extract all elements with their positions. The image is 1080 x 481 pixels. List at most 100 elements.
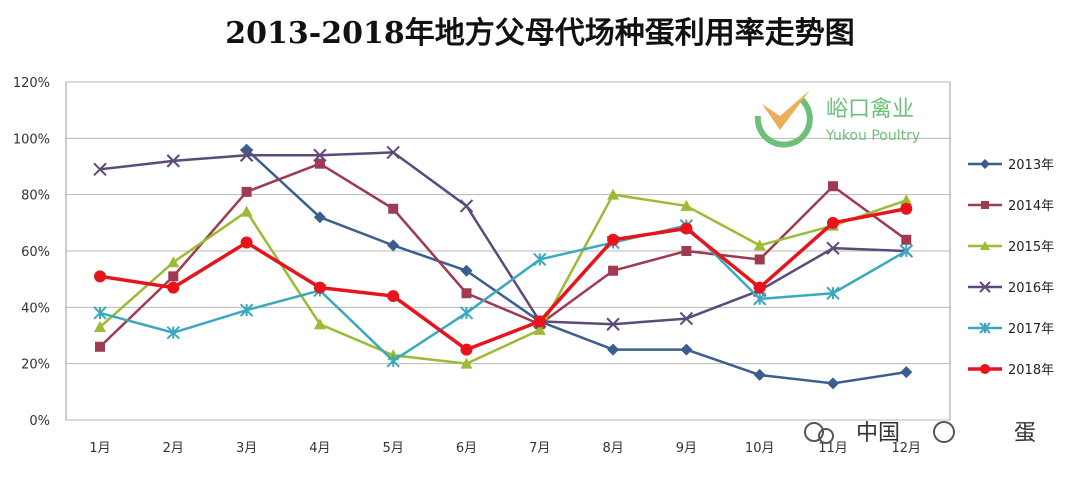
x-tick-label: 6月 — [456, 441, 477, 456]
data-point — [167, 256, 180, 268]
data-point — [459, 199, 474, 213]
footer-watermark-text-2: 蛋 — [1014, 421, 1036, 446]
data-point — [386, 145, 400, 160]
series-line — [99, 151, 907, 326]
egg-icon — [933, 421, 955, 443]
data-point — [313, 211, 326, 224]
y-tick-label: 80% — [21, 189, 50, 204]
x-tick-label: 7月 — [529, 441, 550, 456]
series-line — [99, 162, 908, 348]
data-point — [680, 222, 693, 235]
legend-label: 2017年 — [1008, 322, 1054, 337]
watermark-logo: 峪口禽业 Yukou Poultry — [754, 90, 920, 148]
y-tick-label: 0% — [29, 414, 50, 429]
legend: 2013年 2014年 2015年 2016年 2017年 2018年 — [968, 158, 1054, 378]
data-point — [94, 270, 106, 283]
legend-label: 2018年 — [1008, 363, 1054, 378]
legend-marker — [979, 281, 991, 293]
data-point — [461, 288, 472, 299]
data-point — [460, 264, 473, 277]
x-tick-label: 12月 — [892, 441, 922, 456]
x-tick-label: 1月 — [89, 441, 110, 456]
watermark-brand-name: 峪口禽业 — [826, 97, 914, 122]
data-point — [386, 354, 400, 368]
data-point — [460, 357, 473, 369]
legend-item: 2015年 — [968, 240, 1054, 255]
data-point — [679, 311, 694, 326]
x-tick-label: 9月 — [676, 441, 697, 456]
data-point — [607, 343, 620, 356]
x-tick-label: 3月 — [236, 441, 257, 456]
data-point — [826, 241, 840, 255]
data-point — [93, 306, 107, 320]
series-line — [99, 193, 907, 365]
data-point — [313, 281, 326, 294]
data-point — [166, 154, 181, 168]
y-axis: 0% 20% 40% 60% 80% 100% 120% — [13, 76, 50, 429]
legend-item: 2017年 — [968, 322, 1054, 337]
series-2018年 — [94, 202, 913, 356]
series-2014年 — [95, 158, 912, 352]
data-point — [681, 246, 692, 256]
data-point — [314, 158, 325, 169]
legend-marker — [980, 364, 990, 374]
wechat-icon — [804, 422, 824, 442]
data-point — [827, 377, 839, 390]
series-2017年 — [93, 218, 914, 368]
legend-marker — [980, 241, 990, 250]
data-point — [239, 303, 254, 317]
x-tick-label: 10月 — [745, 441, 775, 456]
data-point — [828, 181, 838, 192]
data-point — [388, 203, 399, 214]
y-tick-label: 100% — [13, 132, 50, 147]
y-tick-label: 40% — [21, 301, 50, 316]
series-line — [99, 224, 907, 363]
chart-title: 2013-2018年地方父母代场种蛋利用率走势图 — [225, 16, 855, 51]
data-point — [166, 325, 181, 340]
data-point — [826, 286, 840, 300]
series-2013年 — [240, 143, 913, 390]
data-point — [899, 244, 914, 258]
series-lines — [93, 143, 914, 390]
data-point — [533, 315, 546, 328]
legend-item: 2018年 — [968, 363, 1054, 378]
x-tick-label: 8月 — [602, 441, 623, 456]
legend-marker — [979, 322, 991, 334]
y-tick-label: 120% — [13, 76, 50, 91]
watermark-brand-subtitle: Yukou Poultry — [825, 128, 920, 144]
legend-marker — [980, 159, 990, 169]
data-point — [753, 239, 766, 251]
data-point — [900, 194, 913, 206]
data-point — [167, 281, 180, 294]
data-point — [900, 202, 913, 215]
data-point — [240, 205, 253, 217]
y-tick-label: 20% — [21, 358, 50, 373]
data-point — [827, 216, 839, 229]
data-point — [753, 281, 766, 294]
data-point — [752, 292, 767, 306]
legend-marker — [981, 201, 989, 209]
x-tick-label: 4月 — [309, 441, 330, 456]
data-point — [94, 321, 106, 333]
series-2015年 — [94, 188, 913, 369]
y-tick-label: 60% — [21, 245, 50, 260]
x-axis: 1月 2月 3月 4月 5月 6月 7月 8月 9月 10月 11月 12月 — [89, 441, 921, 456]
data-point — [313, 148, 327, 162]
legend-item: 2016年 — [968, 281, 1054, 296]
data-point — [607, 188, 620, 200]
grid — [65, 81, 951, 421]
data-point — [459, 306, 474, 320]
legend-label: 2016年 — [1008, 281, 1054, 296]
data-point — [533, 323, 546, 335]
x-tick-label: 2月 — [163, 441, 184, 456]
x-tick-label: 11月 — [818, 441, 848, 456]
data-point — [901, 234, 912, 245]
series-line — [245, 148, 907, 385]
data-point — [460, 343, 473, 356]
legend-item: 2013年 — [968, 158, 1054, 173]
data-point — [240, 236, 253, 249]
data-point — [606, 317, 620, 331]
data-point — [900, 366, 913, 379]
x-tick-label: 5月 — [383, 441, 404, 456]
